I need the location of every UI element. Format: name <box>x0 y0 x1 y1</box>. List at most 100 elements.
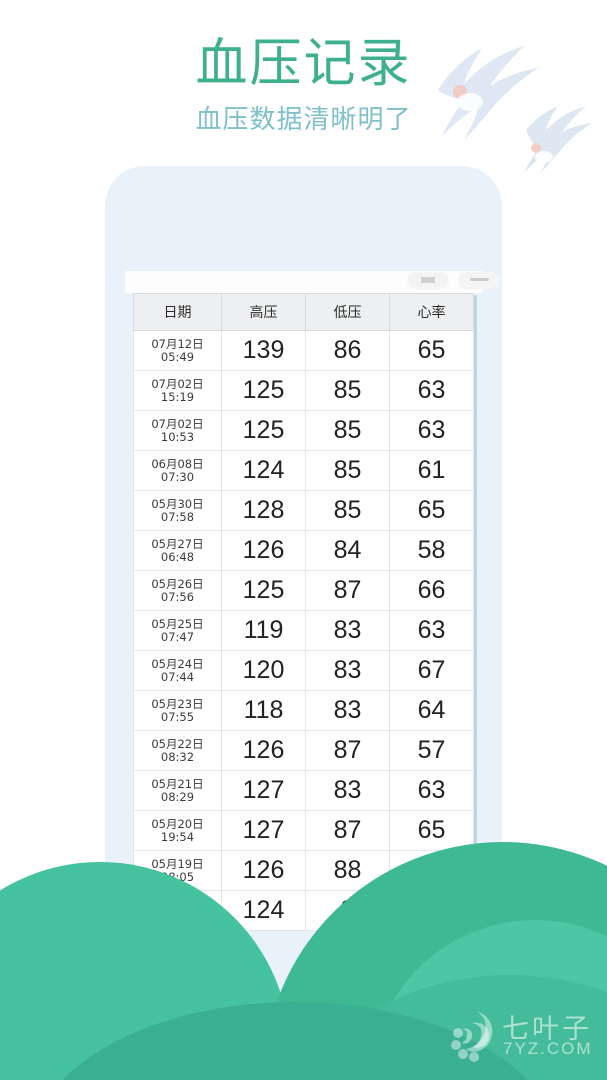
cell-date: 07月12日 05:49 <box>133 330 222 371</box>
action-pill-bar <box>470 278 489 281</box>
cell-diastolic: 8 <box>305 890 390 931</box>
watermark-name-cn: 七叶子 <box>502 1014 592 1045</box>
cell-date-day: 05月19日 <box>151 856 204 871</box>
table-row[interactable]: 05月22日 08:32 126 87 57 <box>133 730 474 771</box>
cell-date: 04月18日 08:21 <box>133 890 222 931</box>
table-row[interactable]: 05月25日 07:47 119 83 63 <box>133 610 474 651</box>
cell-date: 05月26日 07:56 <box>133 570 222 611</box>
cell-date-time: 07:44 <box>160 669 195 684</box>
cell-pulse: 63 <box>389 610 474 651</box>
cell-date-time: 10:53 <box>160 429 195 444</box>
watermark-name-en: 7YZ.COM <box>503 1039 593 1058</box>
column-header-date[interactable]: 日期 <box>133 293 222 331</box>
cell-date-day: 05月20日 <box>151 816 204 831</box>
cell-systolic: 125 <box>221 410 306 451</box>
cell-date-day: 05月30日 <box>151 496 204 511</box>
cell-systolic: 126 <box>221 530 306 571</box>
cell-diastolic: 83 <box>305 770 390 811</box>
cell-diastolic: 83 <box>305 690 390 731</box>
cell-systolic: 127 <box>221 770 306 811</box>
cell-date-time: 05:49 <box>160 349 195 364</box>
leaf-logo-icon <box>451 1011 493 1062</box>
cell-date-day: 05月22日 <box>151 736 204 751</box>
vertical-scrollbar[interactable] <box>474 295 477 995</box>
cell-date-time: 08:05 <box>160 869 195 884</box>
cell-date: 05月25日 07:47 <box>133 610 222 651</box>
cell-diastolic: 85 <box>305 370 390 411</box>
cell-date: 05月27日 06:48 <box>133 530 222 571</box>
cell-systolic: 125 <box>221 370 306 411</box>
cell-date-day: 05月25日 <box>151 616 204 631</box>
cell-date-day: 05月27日 <box>151 536 204 551</box>
table-row[interactable]: 05月21日 08:29 127 83 63 <box>133 770 474 811</box>
cell-date: 05月24日 07:44 <box>133 650 222 691</box>
cell-pulse: 61 <box>389 450 474 491</box>
cell-systolic: 118 <box>221 690 306 731</box>
cell-pulse <box>389 890 474 931</box>
table-row[interactable]: 07月12日 05:49 139 86 65 <box>133 330 474 371</box>
cell-date-time: 08:21 <box>160 909 195 924</box>
cell-diastolic: 87 <box>305 570 390 611</box>
table-body: 07月12日 05:49 139 86 65 07月02日 15:19 125 85 63 07月0… <box>133 330 474 931</box>
cell-diastolic: 83 <box>305 650 390 691</box>
cell-pulse: 61 <box>389 850 474 891</box>
cell-date: 06月08日 07:30 <box>133 450 222 491</box>
cell-systolic: 124 <box>221 890 306 931</box>
more-options-dots <box>421 277 435 283</box>
table-row[interactable]: 05月24日 07:44 120 83 67 <box>133 650 474 691</box>
cell-date-time: 06:48 <box>160 549 195 564</box>
cell-pulse: 63 <box>389 770 474 811</box>
cell-date-time: 08:32 <box>160 749 195 764</box>
cell-systolic: 126 <box>221 850 306 891</box>
cell-pulse: 65 <box>389 330 474 371</box>
cell-date: 05月19日 08:05 <box>133 850 222 891</box>
cell-date-time: 07:58 <box>160 509 195 524</box>
table-row[interactable]: 07月02日 10:53 125 85 63 <box>133 410 474 451</box>
cell-date-time: 07:47 <box>160 629 195 644</box>
cell-diastolic: 85 <box>305 410 390 451</box>
column-header-systolic[interactable]: 高压 <box>221 293 306 331</box>
table-row[interactable]: 05月23日 07:55 118 83 64 <box>133 690 474 731</box>
cell-date: 05月22日 08:32 <box>133 730 222 771</box>
table-row[interactable]: 05月26日 07:56 125 87 66 <box>133 570 474 611</box>
cell-date: 05月21日 08:29 <box>133 770 222 811</box>
table-row[interactable]: 05月19日 08:05 126 88 61 <box>133 850 474 891</box>
cell-pulse: 64 <box>389 690 474 731</box>
cell-date-day: 05月21日 <box>151 776 204 791</box>
app-toolbar <box>125 271 500 293</box>
table-row[interactable]: 05月30日 07:58 128 85 65 <box>133 490 474 531</box>
cell-systolic: 126 <box>221 730 306 771</box>
cell-date-day: 05月23日 <box>151 696 204 711</box>
cell-pulse: 66 <box>389 570 474 611</box>
page-title: 血压记录 <box>195 34 412 94</box>
cell-diastolic: 86 <box>305 330 390 371</box>
cell-date-day: 07月02日 <box>151 416 204 431</box>
table-header-row: 日期 高压 低压 心率 <box>133 293 474 331</box>
cell-pulse: 57 <box>389 730 474 771</box>
table-row[interactable]: 06月08日 07:30 124 85 61 <box>133 450 474 491</box>
cell-diastolic: 88 <box>305 850 390 891</box>
table-row[interactable]: 04月18日 08:21 124 8 <box>133 890 474 931</box>
cell-diastolic: 87 <box>305 810 390 851</box>
cell-date: 05月23日 07:55 <box>133 690 222 731</box>
cell-date-day: 05月24日 <box>151 656 204 671</box>
cell-systolic: 128 <box>221 490 306 531</box>
cell-systolic: 124 <box>221 450 306 491</box>
cell-date-day: 04月18日 <box>151 896 204 911</box>
cell-date: 07月02日 15:19 <box>133 370 222 411</box>
cell-date: 07月02日 10:53 <box>133 410 222 451</box>
cell-pulse: 65 <box>389 490 474 531</box>
column-header-pulse[interactable]: 心率 <box>389 293 474 331</box>
cell-diastolic: 85 <box>305 450 390 491</box>
cell-date-day: 07月12日 <box>151 336 204 351</box>
table-row[interactable]: 05月20日 19:54 127 87 65 <box>133 810 474 851</box>
watermark: 七叶子 7YZ.COM <box>446 1005 596 1069</box>
page-subtitle: 血压数据清晰明了 <box>195 105 412 135</box>
cell-date-time: 07:55 <box>160 709 195 724</box>
column-header-diastolic[interactable]: 低压 <box>305 293 390 331</box>
cell-date: 05月30日 07:58 <box>133 490 222 531</box>
table-row[interactable]: 07月02日 15:19 125 85 63 <box>133 370 474 411</box>
cell-systolic: 125 <box>221 570 306 611</box>
table-row[interactable]: 05月27日 06:48 126 84 58 <box>133 530 474 571</box>
cell-diastolic: 87 <box>305 730 390 771</box>
